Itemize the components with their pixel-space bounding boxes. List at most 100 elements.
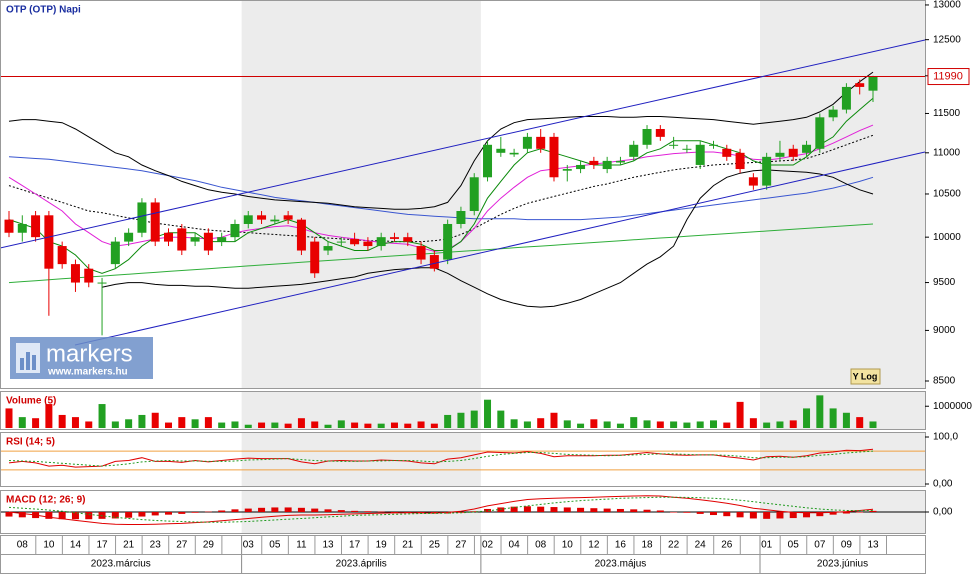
candle-body: [615, 160, 625, 163]
volume-bar: [271, 422, 279, 428]
volume-bar: [723, 422, 731, 428]
candle-body: [443, 223, 453, 260]
candle-body: [695, 144, 705, 165]
x-tick-label: 12: [588, 540, 600, 551]
histogram-bar: [178, 512, 186, 514]
volume-bar: [550, 412, 558, 428]
x-tick-label: 05: [788, 540, 800, 551]
volume-bar: [523, 421, 531, 428]
histogram-bar: [709, 512, 717, 516]
scale-button-label[interactable]: Y Log: [853, 371, 878, 381]
histogram-bar: [337, 510, 345, 512]
volume-bar: [457, 412, 465, 428]
x-tick-label: 04: [509, 540, 521, 551]
volume-bar: [789, 420, 797, 428]
volume-bar: [417, 421, 425, 428]
candle-body: [44, 215, 54, 269]
x-tick-label: 18: [641, 540, 653, 551]
volume-bar: [736, 401, 744, 428]
x-tick-label: 17: [349, 540, 361, 551]
candle-body: [270, 219, 280, 222]
histogram-bar: [842, 512, 850, 514]
histogram-bar: [523, 506, 531, 512]
trend-line: [74, 151, 926, 346]
volume-bar: [58, 414, 66, 428]
x-tick-label: 23: [150, 540, 162, 551]
candle-body: [868, 76, 878, 91]
volume-bar: [590, 419, 598, 428]
histogram-bar: [723, 512, 731, 517]
volume-bar: [377, 423, 385, 428]
candle-body: [522, 136, 532, 149]
histogram-bar: [364, 511, 372, 512]
volume-bar: [231, 421, 239, 428]
histogram-bar: [204, 511, 212, 513]
panel-frame: [0, 391, 926, 430]
histogram-bar: [683, 512, 691, 513]
histogram-bar: [138, 512, 146, 517]
volume-bar: [749, 418, 757, 428]
histogram-bar: [510, 506, 518, 512]
histogram-bar: [803, 512, 811, 518]
candle-body: [97, 282, 107, 284]
histogram-bar: [749, 512, 757, 519]
volume-bar: [577, 423, 585, 428]
candle-body: [257, 215, 267, 220]
volume-bar: [218, 422, 226, 428]
line: [8, 496, 874, 523]
candle-body: [509, 152, 519, 155]
histogram-bar: [165, 512, 173, 515]
y-tick-label: 10000: [933, 232, 961, 243]
volume-bar: [497, 410, 505, 428]
x-tick-label: 08: [535, 540, 547, 551]
candle-body: [855, 83, 865, 87]
histogram-bar: [258, 507, 266, 512]
month-label: 2023.május: [595, 559, 647, 570]
candle-body: [323, 246, 333, 251]
panel-title: RSI (14; 5): [6, 437, 55, 448]
histogram-bar: [18, 512, 26, 518]
candle-body: [230, 223, 240, 238]
scale-button-box[interactable]: [850, 368, 881, 385]
volume-bar: [297, 418, 305, 428]
chart-title: OTP (OTP) Napi: [6, 5, 81, 16]
volume-bar: [324, 424, 332, 428]
volume-bar: [45, 404, 53, 428]
histogram-bar: [763, 512, 771, 519]
candle-body: [788, 148, 798, 157]
volume-bar: [563, 420, 571, 428]
x-tick-label: 21: [402, 540, 414, 551]
histogram-bar: [218, 510, 226, 512]
panel-frame: [0, 432, 926, 487]
candle-body: [376, 237, 386, 247]
candle-body: [775, 152, 785, 157]
candle-body: [217, 237, 227, 242]
month-label: 2023.június: [817, 559, 868, 570]
candle-body: [190, 237, 200, 242]
volume-bar: [683, 422, 691, 428]
candle-body: [669, 144, 679, 146]
candle-body: [283, 215, 293, 220]
x-tick-label: 11: [296, 540, 307, 551]
histogram-bar: [563, 507, 571, 512]
volume-bar: [32, 418, 40, 428]
candle-body: [389, 237, 399, 239]
candle-body: [164, 232, 174, 242]
watermark-icon: [20, 358, 24, 370]
candle-body: [177, 228, 187, 251]
candle-body: [536, 136, 546, 149]
x-tick-label: 21: [123, 540, 135, 551]
histogram-bar: [377, 511, 385, 513]
volume-bar: [85, 421, 93, 428]
scale-button[interactable]: Y Log: [850, 368, 881, 385]
y-tick-label: 1000000: [933, 401, 972, 412]
volume-bar: [111, 421, 119, 428]
histogram-bar: [736, 512, 744, 518]
volume-bar: [165, 422, 173, 428]
histogram-bar: [603, 508, 611, 512]
candle-body: [828, 109, 838, 118]
volume-bar: [709, 420, 717, 428]
watermark: markers www.markers.hu: [10, 337, 153, 379]
y-tick-label: 0,00: [933, 507, 953, 518]
x-tick-label: 14: [70, 540, 82, 551]
